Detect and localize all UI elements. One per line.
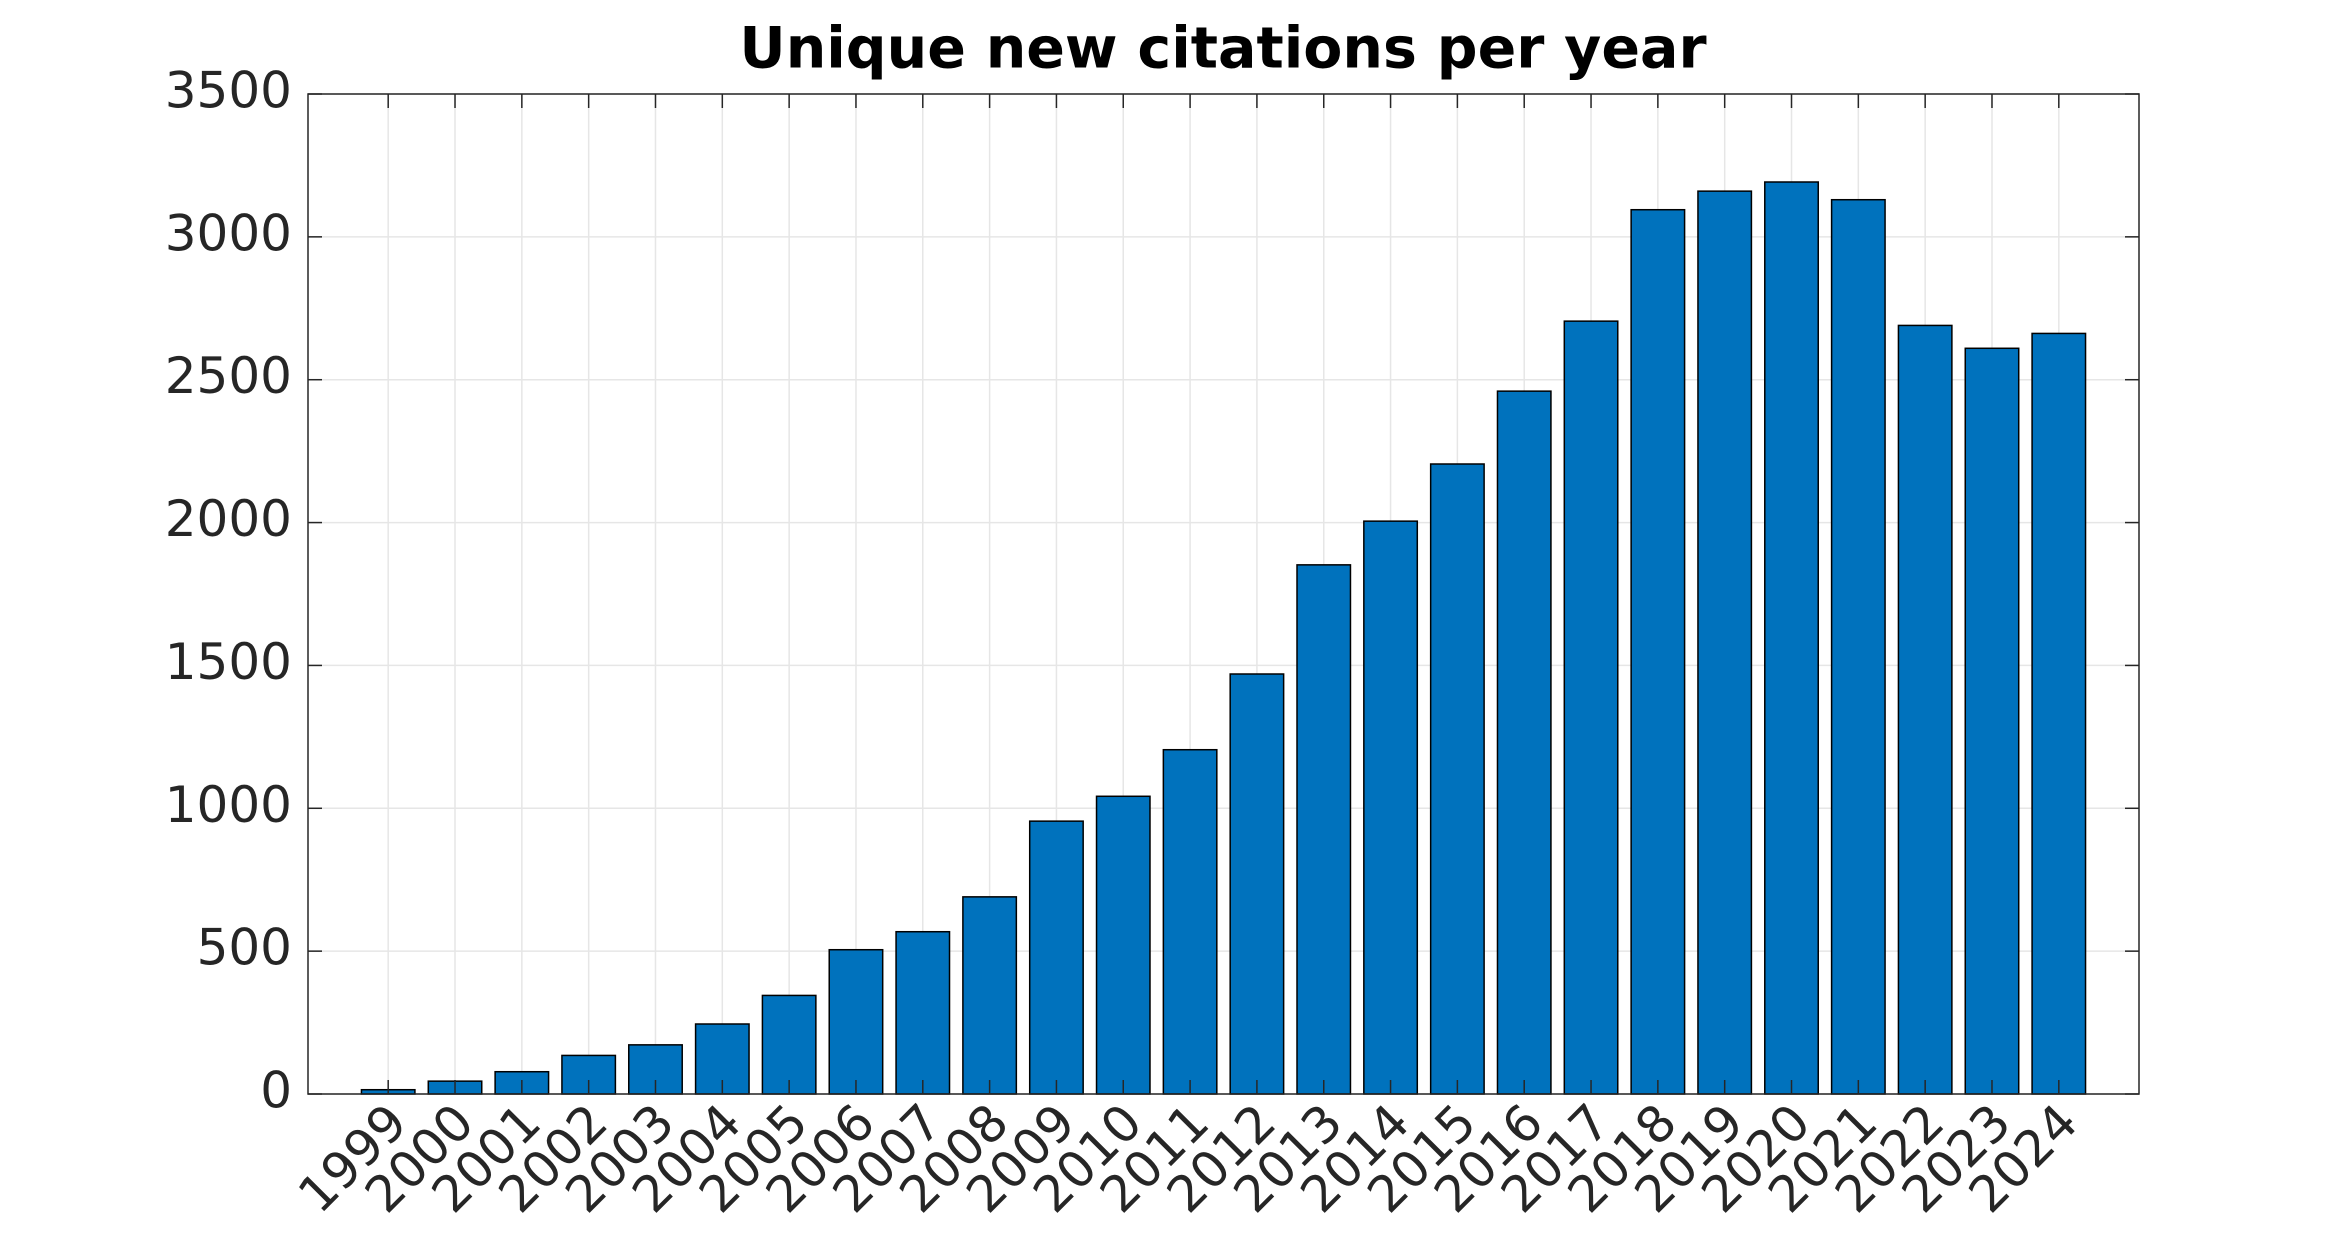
bar: [1028, 820, 1084, 1095]
chart-title: Unique new citations per year: [739, 16, 1706, 82]
bar: [1630, 208, 1686, 1095]
bar: [1496, 390, 1552, 1095]
bar: [1764, 181, 1819, 1095]
bar: [1830, 198, 1886, 1095]
bar: [1162, 748, 1218, 1095]
bar: [1296, 564, 1352, 1095]
bar: [1363, 520, 1419, 1095]
y-tick-label: 1000: [165, 776, 292, 834]
bar: [2031, 332, 2087, 1095]
y-tick-label: 3000: [165, 204, 292, 262]
y-tick-label: 3500: [165, 62, 292, 120]
y-tick-label: 0: [260, 1062, 292, 1120]
bar: [1095, 795, 1151, 1095]
bar: [1563, 320, 1619, 1095]
bar: [1697, 190, 1753, 1095]
y-tick-label: 2500: [165, 347, 292, 405]
bar: [962, 896, 1018, 1095]
bar: [1897, 324, 1953, 1095]
bar: [1229, 673, 1285, 1095]
plot-frame: [307, 93, 2140, 1095]
bar: [1964, 347, 2020, 1095]
bar: [895, 930, 951, 1095]
bar: [828, 948, 884, 1095]
y-tick-label: 1500: [165, 633, 292, 691]
bar: [1429, 463, 1485, 1095]
y-tick-label: 2000: [165, 490, 292, 548]
y-tick-label: 500: [197, 919, 292, 977]
bar: [761, 994, 817, 1095]
